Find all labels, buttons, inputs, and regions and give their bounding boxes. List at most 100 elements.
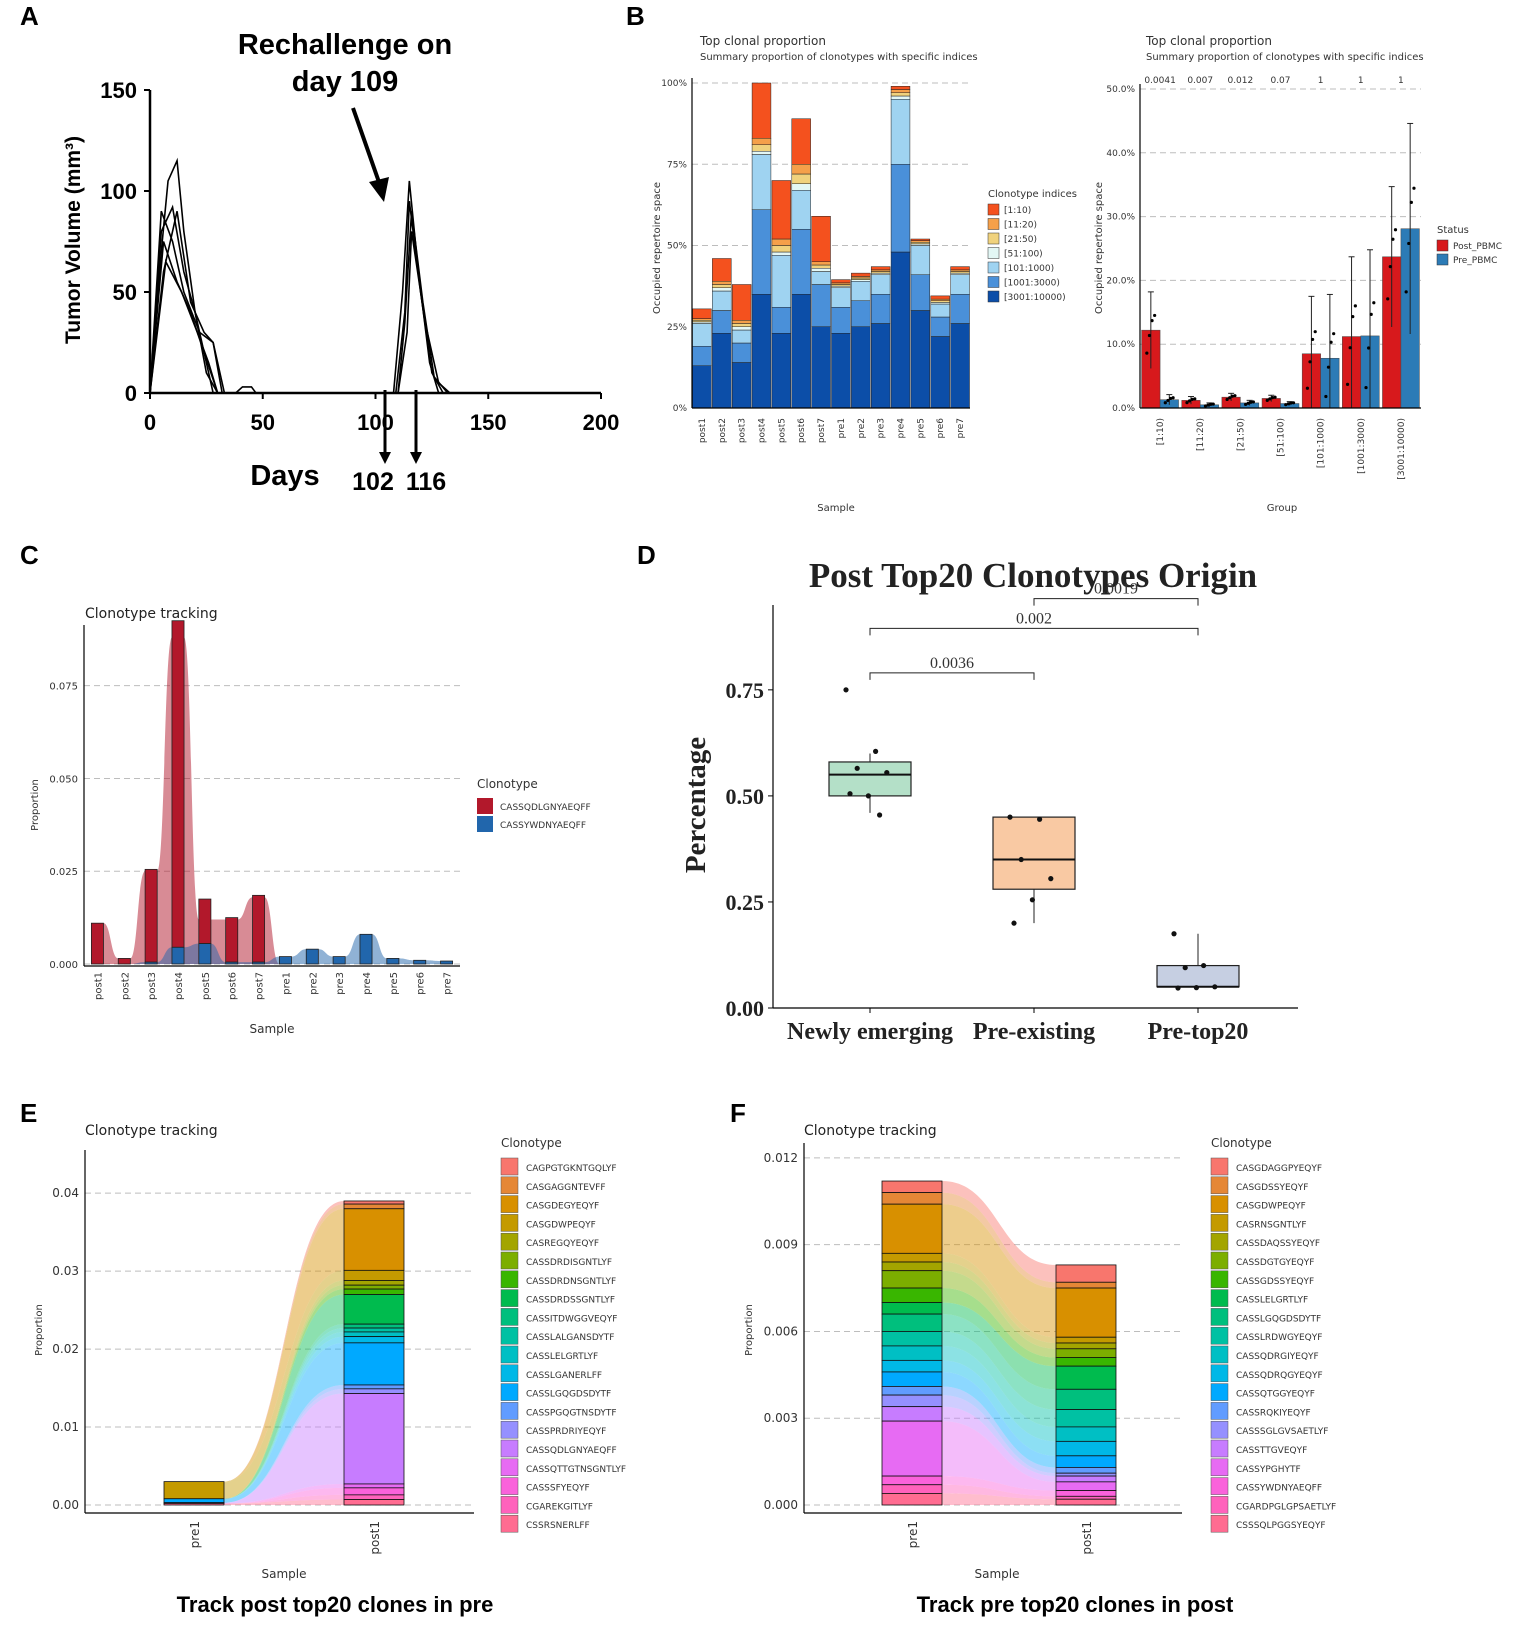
panel-e: E Clonotype tracking 0.000.010.020.030.0… [20, 1098, 626, 1617]
b-right-x-tick-label: [3001:10000) [1397, 418, 1407, 480]
e-flow-band [224, 1336, 344, 1499]
b-right-jitter-point [1308, 360, 1312, 364]
b-left-x-tick-label: pre5 [916, 418, 926, 438]
f-flow-band [942, 1331, 1056, 1427]
b-right-y-tick-label: 0.0% [1112, 404, 1135, 414]
b-right-jitter-point [1246, 401, 1250, 405]
c-bar-cassywdnyaeqff [386, 958, 400, 965]
f-stack-segment [1055, 1342, 1117, 1350]
a-x-tick-label: 50 [251, 410, 275, 435]
d-y-tick-label: 0.50 [726, 784, 765, 809]
b-right-title: Top clonal proportion [1145, 34, 1272, 48]
d-box [992, 816, 1076, 890]
d-ylabel: Percentage [680, 737, 712, 873]
f-ylabel: Proportion [744, 1304, 755, 1356]
a-series-line [149, 204, 214, 394]
f-legend-swatch [1210, 1214, 1229, 1232]
b-left-legend-swatch [987, 232, 1000, 245]
d-pvalue-label: 0.0036 [930, 655, 974, 672]
b-right-pvalue: 0.012 [1227, 76, 1253, 86]
b-left-bar-segment [831, 287, 851, 308]
b-left-bar-segment [712, 333, 732, 409]
e-stack-segment [343, 1200, 405, 1205]
b-right-jitter-point [1211, 402, 1215, 406]
f-legend-label: CASSSGLGVSAETLYF [1236, 1427, 1328, 1437]
b-left-bar-segment [751, 144, 772, 152]
b-right-ylabel: Occupied repertoire space [1094, 182, 1105, 314]
e-legend-label: CASSPGQGTNSDYTF [526, 1408, 617, 1418]
c-x-tick-label: post6 [228, 972, 239, 1000]
panel-letter-d: D [637, 540, 656, 570]
b-left-x-tick-label: pre2 [857, 418, 867, 438]
f-stack-segment [881, 1371, 943, 1387]
c-legend-title: Clonotype [477, 777, 538, 791]
f-flow-band [942, 1493, 1056, 1505]
b-left-bar-segment [751, 151, 772, 155]
b-left-x-tick-label: post6 [797, 418, 807, 443]
b-right-jitter-point [1386, 297, 1390, 301]
f-stack-segment [881, 1313, 943, 1332]
marker-arrow-102 [379, 390, 391, 464]
e-y-tick-label: 0.02 [52, 1342, 79, 1356]
f-stack-segment [1055, 1348, 1117, 1358]
b-left-y-tick-label: 75% [667, 160, 687, 170]
a-y-tick-label: 150 [100, 78, 137, 103]
d-data-point [1193, 985, 1199, 991]
d-significance-bracket [869, 672, 1035, 680]
d-data-point [1201, 962, 1207, 969]
f-xlabel: Sample [975, 1567, 1020, 1581]
panel-f-chart: 0.000 0.003 0.006 0.009 0.012 pre1 post1 [764, 1143, 1182, 1555]
c-legend-swatch [477, 798, 493, 814]
b-right-pvalue: 1 [1318, 76, 1324, 86]
f-legend-label: CASSQDRQGYEQYF [1236, 1371, 1323, 1381]
b-right-jitter-point [1193, 397, 1197, 401]
a-y-tick-label: 0 [125, 381, 137, 406]
d-data-point [1018, 856, 1024, 863]
c-bar-cassqdlgnyaeqff [144, 868, 158, 963]
f-flow-band [942, 1181, 1056, 1283]
b-right-jitter-point [1243, 402, 1248, 407]
rechallenge-annotation: Rechallenge on [238, 29, 452, 61]
f-legend-label: CASSQDRGIYEQYF [1236, 1352, 1319, 1362]
c-bar-cassywdnyaeqff [144, 961, 158, 965]
panel-letter-b: B [626, 1, 645, 31]
b-left-bar-segment [712, 258, 732, 282]
f-flow-band [942, 1262, 1056, 1349]
e-stack-segment [343, 1288, 405, 1295]
b-right-jitter-point [1351, 315, 1355, 319]
b-left-bar-segment [712, 290, 732, 311]
f-legend-swatch [1210, 1364, 1229, 1383]
b-right-jitter-point [1166, 398, 1170, 403]
b-left-bar-segment [870, 274, 891, 295]
b-right-jitter-point [1324, 394, 1328, 399]
b-left-bar-segment [870, 266, 891, 271]
e-stack-segment [343, 1294, 405, 1325]
e-legend-label: CASSLALGANSDYTF [526, 1333, 614, 1343]
d-data-point [865, 793, 872, 799]
b-right-jitter-point [1150, 318, 1154, 323]
b-left-legend-title: Clonotype indices [988, 189, 1077, 200]
b-left-bar-segment [791, 164, 811, 175]
b-left-bar-segment [910, 245, 931, 275]
b-right-jitter-point [1332, 332, 1336, 336]
b-right-jitter-point [1372, 301, 1376, 305]
c-x-tick-label: pre3 [335, 972, 346, 995]
b-left-bar-segment [831, 279, 851, 284]
e-legend-swatch [500, 1214, 519, 1232]
e-flow-band [224, 1208, 344, 1482]
b-right-jitter-point [1291, 401, 1296, 405]
e-legend-swatch [500, 1195, 519, 1213]
b-left-legend-label: [51:100) [1004, 250, 1043, 260]
c-x-tick-label: pre2 [308, 972, 319, 995]
e-legend-label: CSSRSNERLFF [526, 1521, 590, 1531]
b-left-bar-segment [811, 268, 831, 272]
b-left-bar-segment [930, 303, 950, 318]
e-stack-segment [343, 1483, 405, 1489]
e-legend-label: CASGDEGYEQYF [526, 1202, 599, 1212]
b-right-jitter-point [1391, 237, 1395, 241]
e-flow-band [224, 1289, 344, 1499]
f-legend-label: CASSGDSSYEQYF [1236, 1277, 1314, 1287]
b-left-bar-segment [851, 272, 871, 277]
b-left-bar-segment [851, 281, 871, 301]
b-right-jitter-point [1228, 396, 1232, 400]
